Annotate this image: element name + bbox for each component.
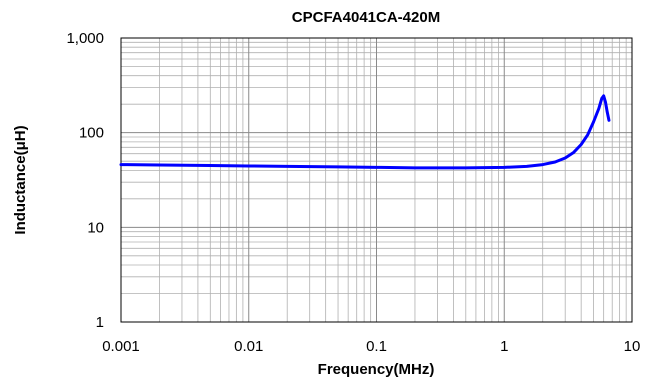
x-axis-title: Frequency(MHz): [318, 361, 435, 378]
y-tick-labels: 1 10 100 1,000: [66, 30, 104, 331]
y-tick-label: 10: [87, 219, 104, 236]
y-tick-label: 1,000: [66, 30, 104, 47]
y-tick-label: 100: [79, 125, 104, 142]
x-tick-label: 0.1: [366, 338, 387, 355]
y-tick-label: 1: [96, 314, 104, 331]
x-tick-labels: 0.001 0.01 0.1 1 10: [102, 338, 640, 355]
y-axis-title: Inductance(μH): [12, 125, 29, 234]
x-tick-label: 0.001: [102, 338, 140, 355]
x-tick-label: 1: [500, 338, 508, 355]
series-line: [119, 94, 611, 170]
chart-title: CPCFA4041CA-420M: [292, 9, 440, 26]
x-tick-label: 0.01: [234, 338, 263, 355]
plot-frame: [120, 37, 633, 323]
x-tick-label: 10: [624, 338, 641, 355]
